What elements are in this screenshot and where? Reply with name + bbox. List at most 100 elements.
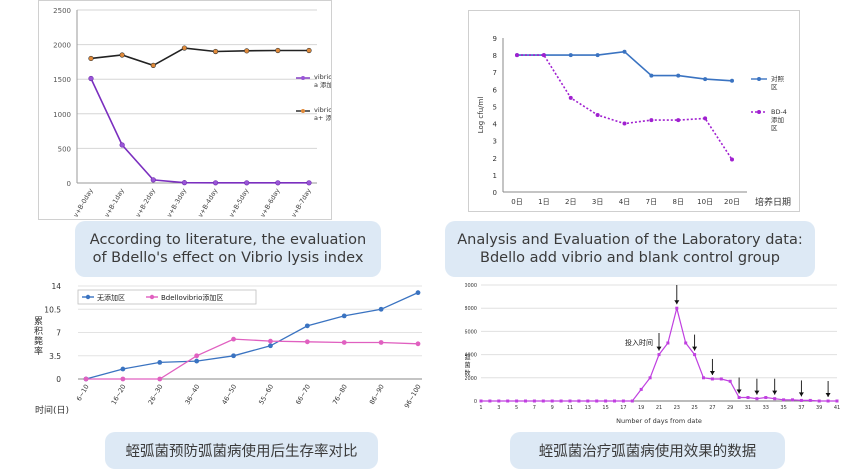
caption-laboratory-line1: Analysis and Evaluation of the Laborator… — [457, 232, 803, 248]
legend-marker — [757, 77, 761, 81]
data-point — [150, 62, 156, 68]
y-tick-label: 7 — [56, 329, 61, 338]
x-tick-label: 96~100 — [403, 383, 423, 410]
data-point — [630, 399, 634, 403]
arrow-head — [772, 390, 778, 395]
y-tick-label: 1500 — [53, 76, 71, 84]
data-point — [604, 399, 608, 403]
data-point — [157, 376, 163, 382]
y-tick-label: 10000 — [465, 283, 477, 289]
y-tick-label: 4000 — [465, 353, 477, 359]
data-point — [684, 341, 688, 345]
x-tick-label: 2日 — [565, 198, 576, 206]
series-line — [90, 78, 309, 184]
data-point — [703, 77, 708, 82]
data-point — [817, 399, 821, 403]
x-tick-label: 4日 — [619, 198, 630, 206]
x-tick-label: 46~50 — [220, 383, 238, 406]
data-point — [595, 53, 600, 58]
data-point — [244, 48, 250, 54]
data-point — [595, 399, 599, 403]
data-point — [719, 377, 723, 381]
chart-vibrio-lysis: 0 500 1000 1500 2000 2500 v+B-0day v+B-1day v+B-… — [38, 0, 332, 220]
caption-treatment: 蛭弧菌治疗弧菌病使用效果的数据 — [510, 432, 785, 469]
data-point — [550, 399, 554, 403]
y-tick-label: 9 — [493, 35, 497, 43]
y-tick-label: 5 — [493, 103, 497, 111]
data-point — [541, 53, 546, 58]
data-point — [649, 73, 654, 78]
legend-marker — [149, 294, 155, 300]
data-point — [746, 396, 750, 400]
series-line — [90, 47, 309, 67]
y-tick-label: 2 — [493, 155, 497, 163]
legend-marker — [301, 109, 305, 113]
x-tick-label: 5 — [515, 405, 518, 411]
arrow-head — [709, 370, 715, 375]
x-tick-label: 17 — [620, 405, 626, 411]
y-tick-label: 0 — [474, 399, 477, 405]
x-tick-label: 0日 — [511, 198, 522, 206]
data-point — [275, 180, 281, 186]
x-tick-label: 37 — [798, 405, 804, 411]
x-tick-label: 55~60 — [257, 383, 275, 406]
data-point — [304, 339, 310, 345]
y-tick-label: 1000 — [53, 111, 71, 119]
series-line — [86, 338, 419, 380]
chart-treatment: 0200040006000800010000135791113151719212… — [465, 283, 847, 431]
caption-treatment-text: 蛭弧菌治疗弧菌病使用效果的数据 — [538, 444, 757, 460]
x-tick-label: 29 — [727, 405, 733, 411]
x-tick-label: v+B-3day — [165, 187, 188, 219]
data-point — [702, 376, 705, 380]
data-point — [621, 399, 625, 403]
data-point — [666, 341, 670, 345]
data-point — [88, 75, 94, 82]
y-axis-label-char: 累 — [34, 316, 43, 327]
x-tick-label: 20日 — [724, 198, 740, 206]
data-point — [568, 53, 573, 58]
data-point — [181, 180, 188, 186]
data-point — [306, 180, 312, 186]
arrow-head — [825, 393, 831, 397]
data-point — [515, 53, 519, 58]
x-tick-label: 7日 — [646, 198, 657, 206]
data-point — [577, 399, 581, 403]
data-point — [622, 121, 627, 126]
x-tick-label: 9 — [551, 405, 554, 411]
data-point — [83, 376, 89, 382]
x-tick-label: 76~80 — [331, 383, 349, 406]
x-tick-label: 66~70 — [294, 383, 312, 406]
y-tick-label: 4 — [493, 121, 498, 129]
data-point — [648, 376, 652, 380]
x-tick-label: 1 — [479, 405, 482, 411]
legend-label: BD-4 添加区 — [771, 108, 787, 132]
data-point — [231, 336, 236, 342]
caption-literature-line1: According to literature, the evaluation — [89, 232, 367, 248]
arrow-head — [754, 390, 760, 395]
data-point — [622, 49, 627, 54]
data-point — [835, 399, 839, 403]
data-point — [341, 313, 347, 319]
data-point — [559, 399, 563, 403]
y-tick-label: 3.5 — [49, 352, 61, 361]
y-tick-label: 500 — [58, 145, 71, 153]
legend-label: 无添加区 — [97, 293, 125, 302]
arrow-head — [674, 300, 680, 305]
data-point — [231, 353, 236, 359]
x-tick-label: 41 — [834, 405, 840, 411]
data-point — [703, 116, 708, 121]
data-point — [728, 379, 732, 383]
data-point — [676, 118, 681, 123]
arrow-head — [656, 346, 662, 351]
legend-label: Bdellovibrio添加区 — [161, 293, 223, 302]
data-point — [730, 78, 734, 83]
chart-vibrio-lysis-svg: 0 500 1000 1500 2000 2500 v+B-0day v+B-1day v+B-… — [53, 7, 331, 219]
annotation-label: 投入时间 — [625, 338, 653, 347]
x-tick-label: v+B-6day — [259, 187, 282, 219]
data-point — [181, 45, 188, 51]
data-point — [613, 399, 616, 403]
x-tick-label: v+B-2day — [134, 187, 157, 219]
chart-laboratory: 0 1 2 3 4 5 6 7 8 9 Log cfu/ml 0日 1日 2日 3日 4日 7日 8日 10日 20日… — [468, 10, 800, 212]
x-axis-label: 时间(日) — [35, 404, 69, 416]
data-point — [119, 52, 125, 58]
